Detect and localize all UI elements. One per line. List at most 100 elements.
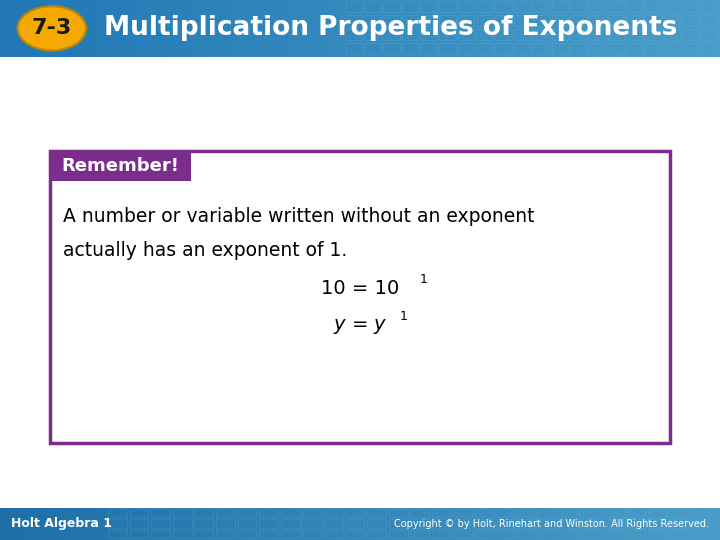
Bar: [475, 519, 494, 528]
Bar: [12, 508, 25, 540]
Bar: [410, 508, 429, 517]
Bar: [24, 0, 37, 57]
Text: 10 = 10: 10 = 10: [321, 279, 399, 299]
Bar: [708, 508, 720, 540]
Bar: [576, 508, 590, 540]
Bar: [346, 508, 364, 517]
Bar: [480, 0, 493, 57]
Bar: [495, 43, 512, 54]
Bar: [0, 508, 14, 540]
Bar: [701, 1, 718, 12]
Bar: [24, 508, 37, 540]
Bar: [708, 0, 720, 57]
Bar: [276, 508, 289, 540]
Bar: [252, 0, 266, 57]
Bar: [84, 508, 97, 540]
Bar: [156, 0, 169, 57]
Bar: [346, 519, 364, 528]
Bar: [660, 0, 673, 57]
Bar: [96, 508, 109, 540]
Bar: [151, 530, 170, 538]
Bar: [168, 508, 181, 540]
Bar: [626, 530, 645, 538]
Bar: [383, 29, 400, 40]
Bar: [372, 0, 385, 57]
Bar: [626, 1, 643, 12]
Bar: [420, 0, 433, 57]
Bar: [384, 0, 397, 57]
Bar: [402, 29, 418, 40]
Bar: [364, 1, 381, 12]
Bar: [420, 1, 437, 12]
Bar: [636, 0, 649, 57]
Bar: [516, 0, 529, 57]
Bar: [108, 508, 127, 517]
Bar: [670, 530, 688, 538]
Bar: [151, 508, 170, 517]
Bar: [645, 43, 662, 54]
Bar: [60, 0, 73, 57]
Bar: [540, 0, 554, 57]
Bar: [346, 1, 362, 12]
Bar: [302, 508, 321, 517]
Bar: [540, 530, 559, 538]
Bar: [367, 530, 386, 538]
Bar: [432, 508, 451, 517]
Bar: [458, 29, 474, 40]
Bar: [480, 508, 493, 540]
Bar: [204, 0, 217, 57]
Bar: [475, 508, 494, 517]
Bar: [130, 530, 148, 538]
Bar: [238, 519, 256, 528]
Bar: [589, 1, 606, 12]
Bar: [672, 508, 685, 540]
Bar: [468, 508, 482, 540]
Bar: [660, 508, 673, 540]
Bar: [48, 0, 61, 57]
Bar: [439, 43, 456, 54]
Bar: [608, 15, 624, 26]
Bar: [570, 15, 587, 26]
Bar: [364, 43, 381, 54]
Bar: [300, 508, 313, 540]
Bar: [360, 0, 374, 57]
Bar: [514, 29, 531, 40]
Bar: [648, 519, 667, 528]
Bar: [477, 43, 493, 54]
Bar: [312, 508, 325, 540]
Bar: [432, 0, 446, 57]
Bar: [120, 508, 133, 540]
Bar: [562, 508, 580, 517]
Bar: [645, 1, 662, 12]
Bar: [383, 15, 400, 26]
Bar: [432, 530, 451, 538]
Bar: [360, 508, 374, 540]
Bar: [518, 508, 537, 517]
Bar: [420, 29, 437, 40]
Bar: [84, 0, 97, 57]
Bar: [346, 15, 362, 26]
Bar: [72, 508, 86, 540]
Bar: [540, 508, 554, 540]
Bar: [408, 508, 421, 540]
Bar: [477, 29, 493, 40]
Bar: [194, 508, 213, 517]
Bar: [696, 508, 709, 540]
Bar: [683, 15, 699, 26]
Bar: [664, 29, 680, 40]
Bar: [458, 43, 474, 54]
Bar: [240, 508, 253, 540]
Bar: [468, 0, 482, 57]
Bar: [216, 508, 230, 540]
Bar: [583, 530, 602, 538]
Bar: [151, 519, 170, 528]
Bar: [492, 508, 505, 540]
Bar: [324, 530, 343, 538]
Bar: [396, 508, 410, 540]
Bar: [624, 508, 637, 540]
Bar: [228, 0, 241, 57]
Bar: [384, 508, 397, 540]
Bar: [228, 508, 241, 540]
Bar: [281, 530, 300, 538]
Bar: [588, 0, 601, 57]
